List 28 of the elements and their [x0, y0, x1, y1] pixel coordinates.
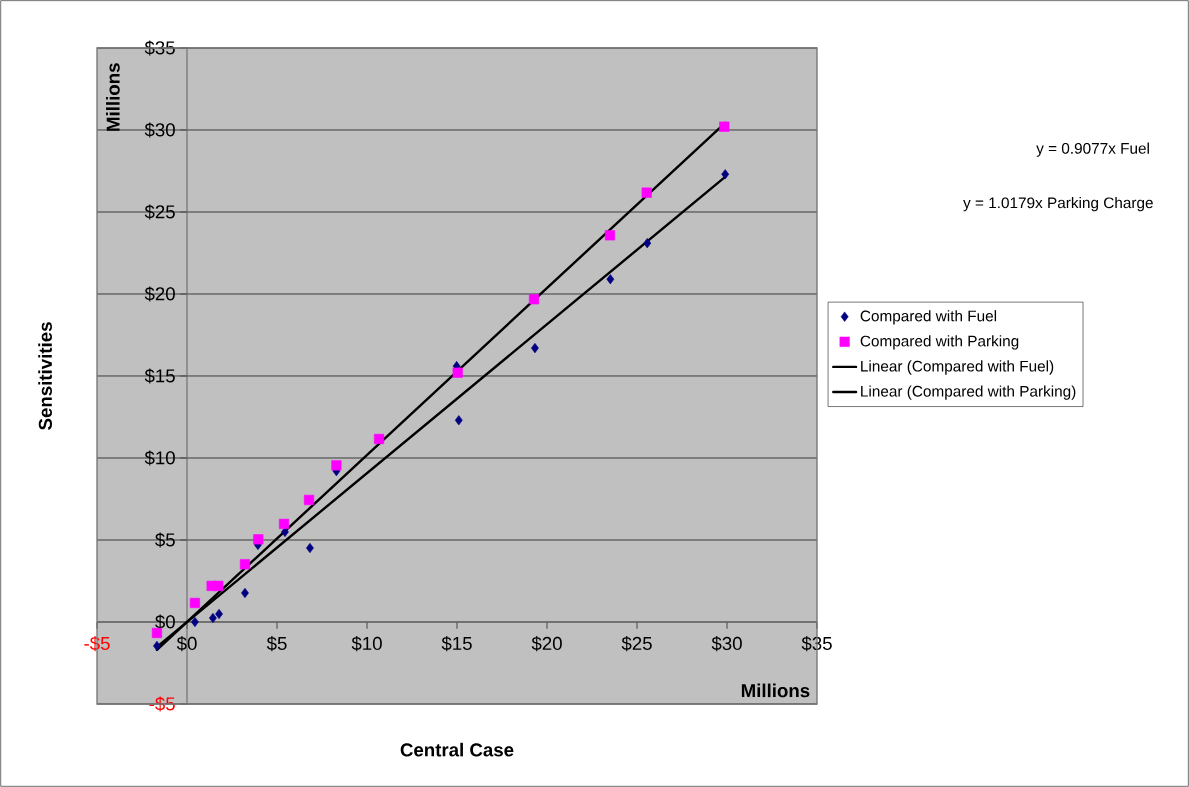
x-tick-label: $20: [531, 636, 562, 652]
text: y = 1.0179x Parking Charge: [963, 196, 1153, 212]
x-tick-label: -$5: [84, 636, 110, 652]
x-tick-label: $5: [266, 636, 287, 652]
x-tick-label: $25: [621, 636, 652, 652]
y-tick-label: $20: [144, 286, 175, 302]
y-tick-label: $30: [144, 122, 175, 138]
annotation: Millions: [106, 63, 120, 131]
x-tick-label: $15: [441, 636, 472, 652]
legend-label: Linear (Compared with Parking): [861, 385, 1076, 400]
y-tick-label: $25: [144, 204, 175, 220]
y-tick-label: -$5: [149, 696, 175, 712]
x-tick-label: $35: [801, 636, 832, 652]
annotation: Millions: [741, 683, 810, 698]
y-tick-label: $0: [155, 614, 175, 630]
x-tick-label: $10: [351, 636, 382, 652]
y-tick-label: $15: [144, 368, 175, 384]
legend-label: Compared with Fuel: [860, 310, 997, 325]
y-tick-label: $10: [144, 450, 175, 466]
legend-label: Linear (Compared with Fuel): [861, 360, 1054, 375]
y-tick-label: $35: [144, 40, 175, 56]
text: y = 0.9077x Fuel: [1036, 142, 1149, 157]
y-tick-label: $5: [155, 532, 175, 548]
x-tick-label: $30: [711, 636, 742, 652]
x-axis-title: Central Case: [400, 742, 514, 757]
x-tick-label: $0: [176, 636, 197, 652]
legend-label: Compared with Parking: [860, 335, 1019, 350]
y-axis-title: Sensitivities: [38, 322, 52, 430]
